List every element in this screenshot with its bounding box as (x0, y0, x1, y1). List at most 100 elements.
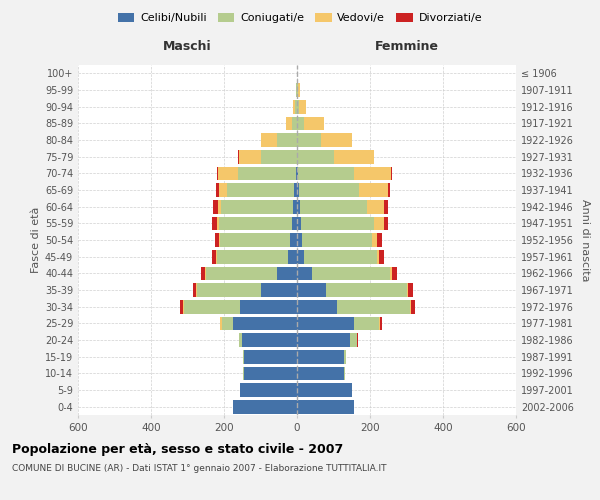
Bar (355, 166, 391, 180)
Bar (296, 83, 297, 97)
Bar (304, 116, 325, 130)
Bar (217, 216, 218, 230)
Bar (288, 250, 297, 264)
Bar (300, 200, 367, 213)
Bar (297, 350, 344, 364)
Bar (227, 183, 294, 197)
Bar (215, 233, 218, 247)
Bar (367, 200, 384, 213)
Text: Popolazione per età, sesso e stato civile - 2007: Popolazione per età, sesso e stato civil… (12, 442, 343, 456)
Bar (286, 116, 292, 130)
Bar (297, 116, 304, 130)
Bar (390, 266, 392, 280)
Bar (292, 216, 297, 230)
Bar (295, 100, 297, 114)
Bar (297, 216, 301, 230)
Bar (321, 133, 352, 147)
Bar (298, 83, 299, 97)
Bar (353, 400, 355, 413)
Bar (293, 200, 297, 213)
Bar (297, 200, 300, 213)
Bar (183, 300, 184, 314)
Bar (239, 150, 260, 164)
Bar (260, 283, 297, 297)
Bar (218, 216, 292, 230)
Bar (297, 100, 299, 114)
Bar (359, 183, 388, 197)
Bar (221, 200, 293, 213)
Bar (219, 183, 227, 197)
Bar (241, 300, 297, 314)
Bar (222, 316, 233, 330)
Bar (297, 366, 344, 380)
Bar (380, 316, 382, 330)
Text: Femmine: Femmine (374, 40, 439, 54)
Bar (392, 266, 397, 280)
Bar (301, 216, 374, 230)
Bar (297, 233, 302, 247)
Bar (201, 266, 205, 280)
Bar (299, 100, 306, 114)
Bar (344, 366, 345, 380)
Bar (377, 233, 382, 247)
Bar (379, 316, 380, 330)
Bar (233, 400, 297, 413)
Bar (297, 133, 321, 147)
Bar (379, 250, 384, 264)
Bar (391, 166, 392, 180)
Bar (297, 83, 298, 97)
Bar (292, 116, 297, 130)
Bar (277, 266, 297, 280)
Bar (212, 250, 215, 264)
Bar (277, 133, 297, 147)
Bar (260, 150, 297, 164)
Bar (238, 150, 239, 164)
Bar (218, 166, 238, 180)
Bar (193, 283, 196, 297)
Bar (388, 183, 390, 197)
Bar (334, 150, 374, 164)
Bar (357, 333, 358, 347)
Bar (344, 350, 346, 364)
Bar (217, 166, 218, 180)
Bar (217, 183, 219, 197)
Bar (299, 183, 359, 197)
Bar (220, 316, 222, 330)
Bar (260, 133, 277, 147)
Bar (297, 166, 298, 180)
Legend: Celibi/Nubili, Coniugati/e, Vedovi/e, Divorziati/e: Celibi/Nubili, Coniugati/e, Vedovi/e, Di… (113, 8, 487, 28)
Text: COMUNE DI BUCINE (AR) - Dati ISTAT 1° gennaio 2007 - Elaborazione TUTTITALIA.IT: COMUNE DI BUCINE (AR) - Dati ISTAT 1° ge… (12, 464, 386, 473)
Bar (214, 200, 218, 213)
Bar (218, 233, 220, 247)
Bar (233, 316, 297, 330)
Bar (297, 150, 334, 164)
Bar (220, 233, 290, 247)
Bar (383, 216, 388, 230)
Bar (411, 300, 415, 314)
Bar (377, 250, 379, 264)
Bar (293, 100, 295, 114)
Bar (297, 300, 337, 314)
Bar (297, 183, 299, 197)
Bar (410, 300, 411, 314)
Bar (304, 250, 377, 264)
Bar (180, 300, 183, 314)
Bar (372, 233, 377, 247)
Bar (297, 316, 353, 330)
Bar (239, 333, 242, 347)
Bar (296, 166, 297, 180)
Bar (205, 266, 206, 280)
Bar (297, 333, 350, 347)
Bar (384, 200, 388, 213)
Bar (350, 333, 357, 347)
Bar (244, 350, 297, 364)
Bar (297, 400, 353, 413)
Bar (353, 316, 379, 330)
Bar (218, 200, 221, 213)
Bar (217, 250, 288, 264)
Y-axis label: Anni di nascita: Anni di nascita (580, 198, 590, 281)
Bar (215, 250, 217, 264)
Bar (326, 283, 407, 297)
Bar (407, 283, 413, 297)
Text: Maschi: Maschi (163, 40, 212, 54)
